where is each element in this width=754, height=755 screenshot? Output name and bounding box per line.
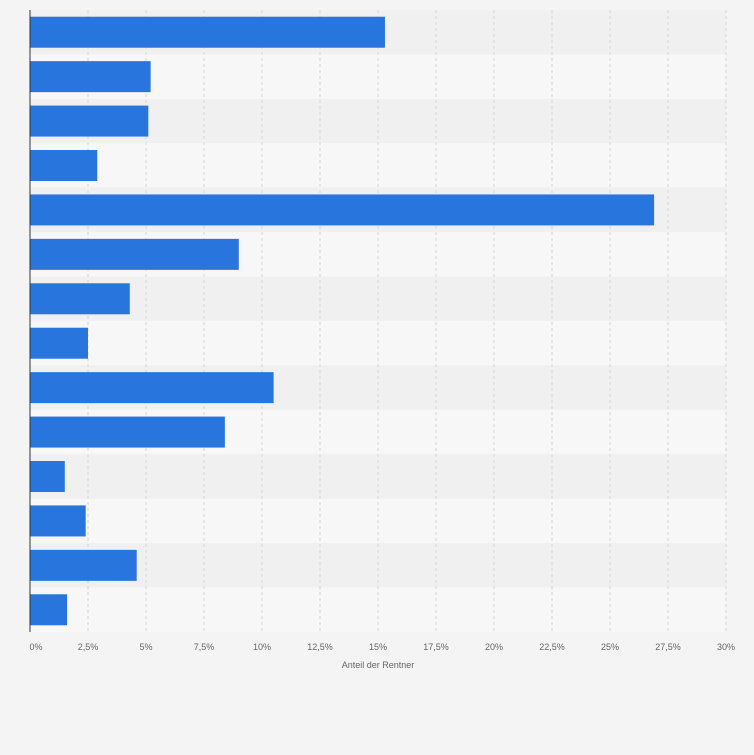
bar[interactable] bbox=[30, 372, 274, 404]
x-tick-label: 5% bbox=[139, 642, 152, 652]
bar[interactable] bbox=[30, 327, 88, 359]
bar[interactable] bbox=[30, 461, 65, 492]
gridlines bbox=[87, 10, 727, 632]
bar[interactable] bbox=[30, 105, 149, 137]
x-tick-label: 27,5% bbox=[655, 642, 681, 652]
x-tick-label: 22,5% bbox=[539, 642, 565, 652]
x-tick-label: 10% bbox=[253, 642, 271, 652]
x-tick-label: 25% bbox=[601, 642, 619, 652]
x-tick-label: 12,5% bbox=[307, 642, 333, 652]
x-tick-labels: 0% 2,5% 5% 7,5% 10% 12,5% 15% 17,5% 20% 22,5% 25% 2… bbox=[29, 642, 735, 652]
bars bbox=[30, 16, 655, 626]
bar[interactable] bbox=[30, 16, 385, 48]
bar[interactable] bbox=[30, 549, 137, 581]
x-tick-label: 15% bbox=[369, 642, 387, 652]
x-tick-label: 2,5% bbox=[78, 642, 99, 652]
x-tick-label: 20% bbox=[485, 642, 503, 652]
bar[interactable] bbox=[30, 283, 130, 315]
bar[interactable] bbox=[30, 150, 98, 181]
bar[interactable] bbox=[30, 194, 655, 226]
x-tick-label: 0% bbox=[29, 642, 42, 652]
x-tick-label: 7,5% bbox=[194, 642, 215, 652]
bar[interactable] bbox=[30, 416, 225, 448]
x-axis-title: Anteil der Rentner bbox=[342, 660, 415, 670]
x-tick-label: 17,5% bbox=[423, 642, 449, 652]
bar[interactable] bbox=[30, 61, 151, 93]
bar[interactable] bbox=[30, 238, 239, 270]
x-tick-label: 30% bbox=[717, 642, 735, 652]
bar[interactable] bbox=[30, 505, 86, 537]
bar[interactable] bbox=[30, 594, 68, 626]
